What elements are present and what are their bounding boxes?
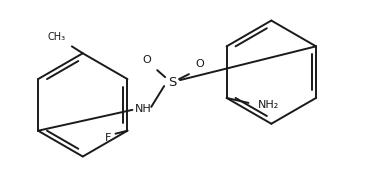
Text: NH: NH [135,104,152,114]
Text: S: S [168,76,176,89]
Text: O: O [142,55,151,65]
Text: O: O [195,59,204,69]
Text: CH₃: CH₃ [48,32,66,43]
Text: F: F [104,133,111,143]
Text: NH₂: NH₂ [258,100,279,110]
